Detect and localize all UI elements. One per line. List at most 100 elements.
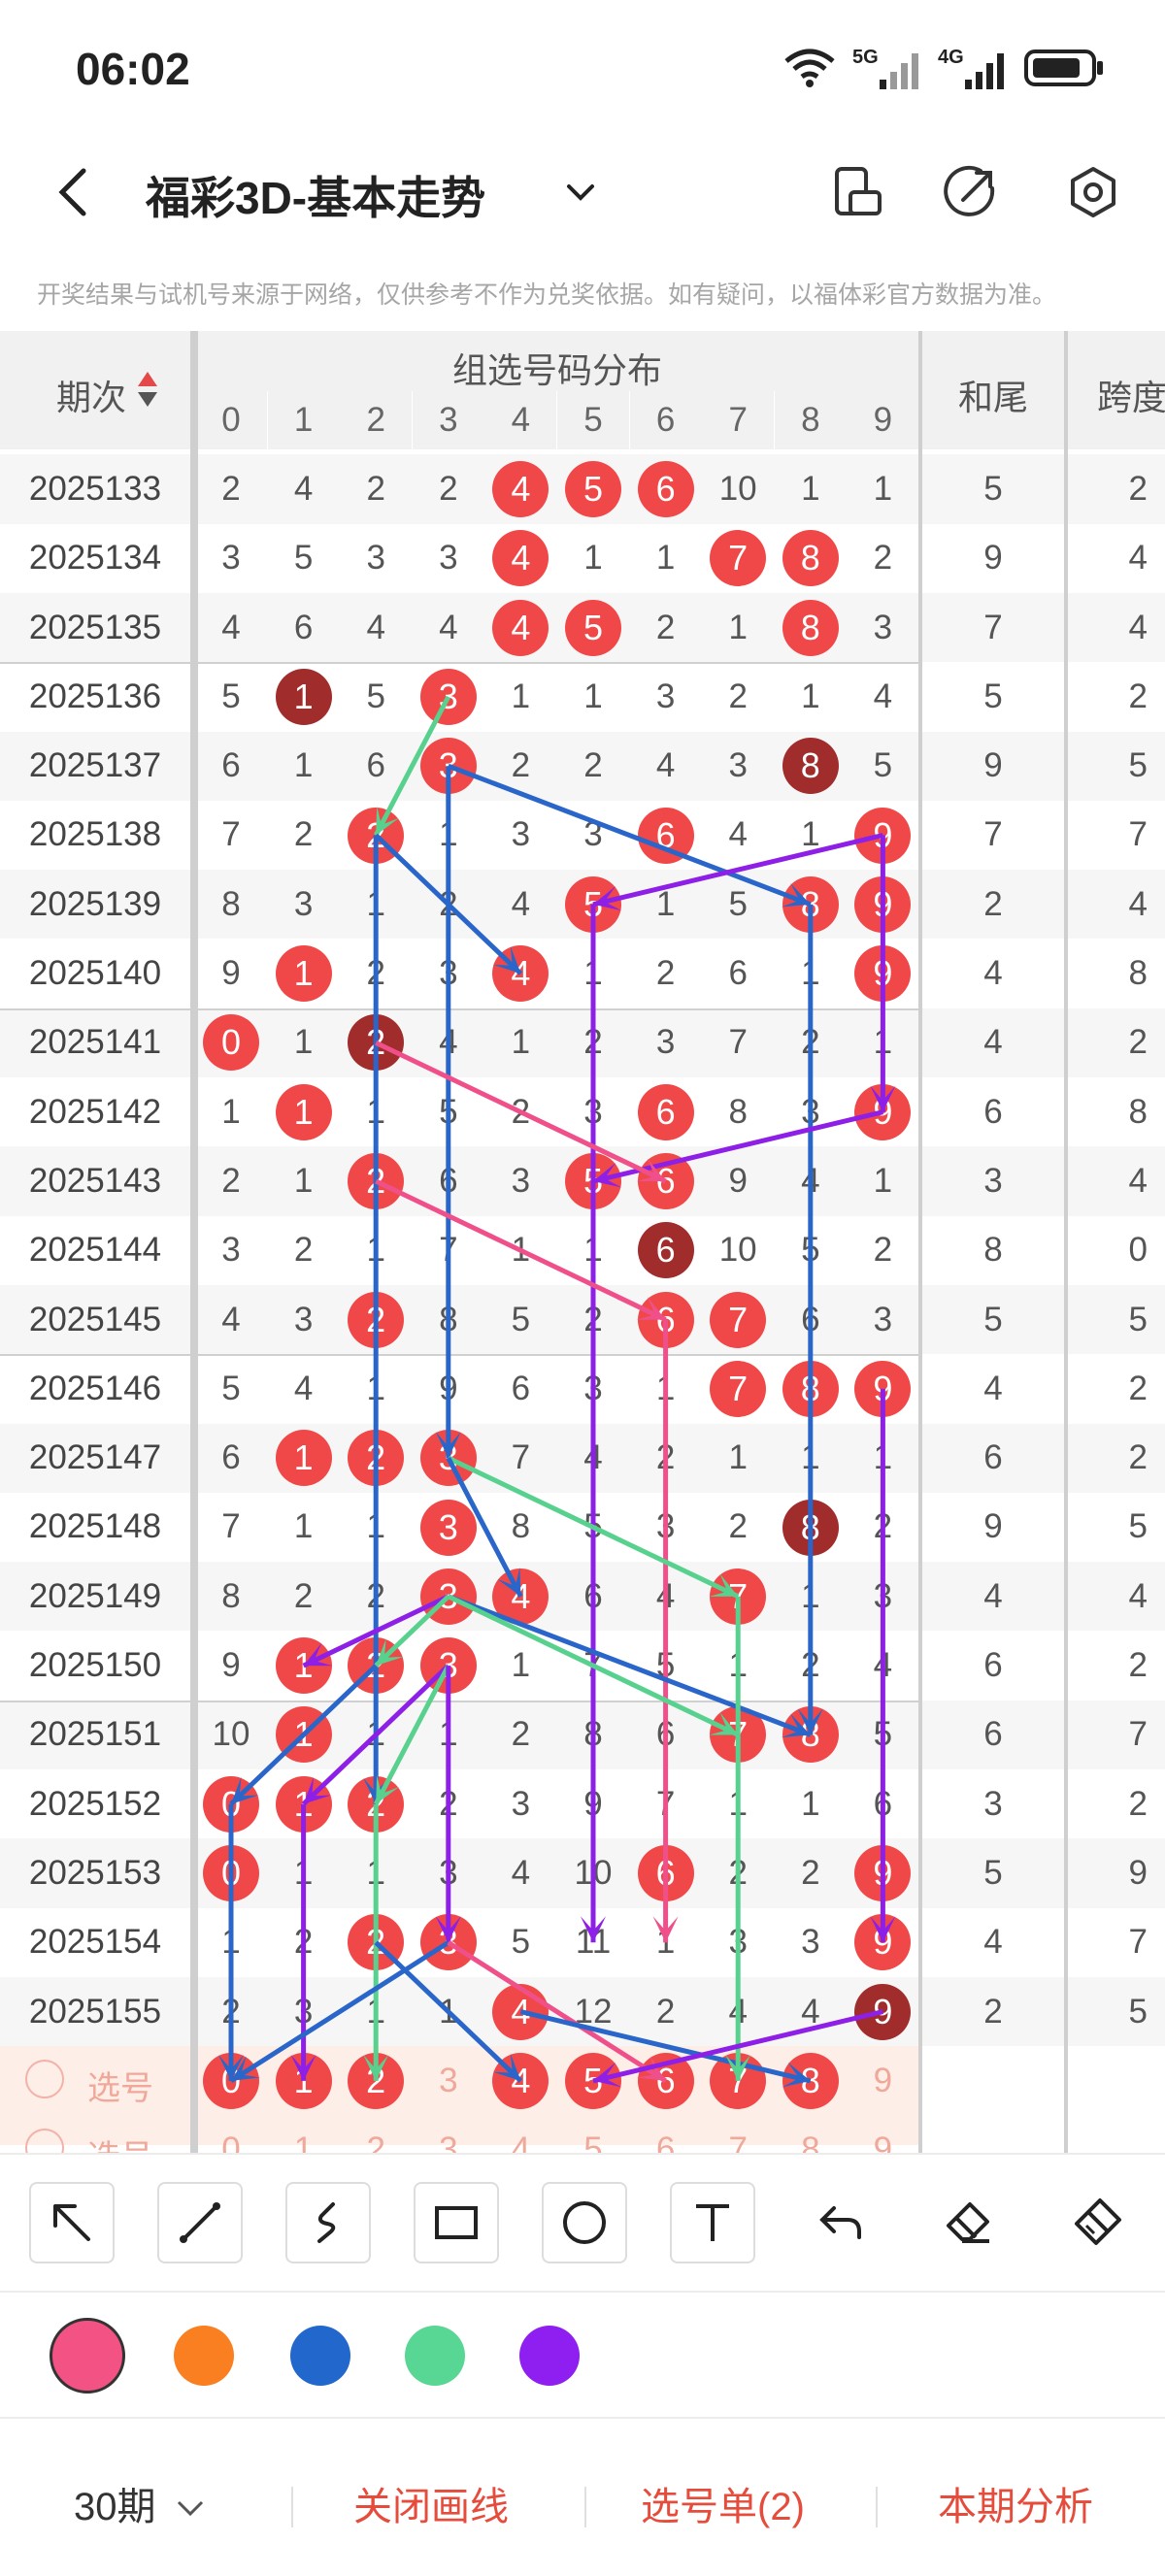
curve-tool-button[interactable] <box>285 2182 371 2263</box>
omission-value: 3 <box>293 1300 314 1338</box>
select-number[interactable]: 0 <box>203 2052 259 2109</box>
span-value: 7 <box>1128 1923 1148 1962</box>
sum-tail-value: 4 <box>983 1369 1003 1407</box>
select-number[interactable]: 7 <box>710 2052 767 2109</box>
omission-value: 1 <box>366 1092 385 1131</box>
select-number[interactable]: 4 <box>492 2052 549 2109</box>
omission-value: 5 <box>221 1369 241 1407</box>
color-swatch[interactable] <box>50 2318 125 2394</box>
sum-tail-value: 4 <box>983 954 1003 993</box>
sum-tail-value: 9 <box>983 746 1003 785</box>
group-header-cell: 组选号码分布 <box>196 331 918 391</box>
hit-ball: 8 <box>782 1706 839 1764</box>
issue-number: 2025135 <box>28 608 162 646</box>
issue-number: 2025144 <box>28 1231 162 1270</box>
sum-tail-value: 9 <box>983 1507 1003 1546</box>
select-number[interactable]: 2 <box>348 2052 405 2109</box>
span-header: 跨度 <box>1097 378 1165 417</box>
arrow-tool-icon <box>53 2204 90 2241</box>
hit-ball: 1 <box>275 1775 332 1833</box>
hit-ball: 1 <box>275 1637 332 1695</box>
omission-value: 3 <box>293 884 314 923</box>
select-number[interactable]: 8 <box>782 2052 839 2109</box>
hit-ball: 1 <box>275 945 332 1003</box>
color-swatch[interactable] <box>290 2326 350 2386</box>
issue-number: 2025141 <box>28 1023 162 1062</box>
omission-value: 1 <box>511 1646 531 1685</box>
omission-value: 1 <box>728 608 748 646</box>
select-number[interactable]: 6 <box>637 2052 694 2109</box>
issue-number: 2025151 <box>28 1715 162 1754</box>
sort-icon[interactable] <box>136 370 159 409</box>
select-number[interactable]: 3 <box>439 2061 458 2099</box>
hit-ball: 5 <box>565 875 621 933</box>
arrow-tool-button[interactable] <box>29 2182 115 2263</box>
chevron-down-icon[interactable] <box>563 175 598 210</box>
analysis-button[interactable]: 本期分析 <box>938 2486 1093 2528</box>
pick-list-button[interactable]: 选号单(2) <box>641 2486 805 2528</box>
omission-value: 6 <box>728 954 748 993</box>
table-row: 2025155 <box>0 1977 1165 2046</box>
omission-value: 10 <box>574 1853 613 1892</box>
omission-value: 2 <box>655 1438 676 1477</box>
settings-icon[interactable] <box>1064 163 1122 221</box>
omission-value: 1 <box>511 1023 531 1062</box>
issue-number: 2025134 <box>28 539 162 578</box>
hit-ball: 4 <box>492 461 549 517</box>
color-swatch[interactable] <box>405 2326 465 2386</box>
hit-ball: 1 <box>275 1706 332 1764</box>
rotate-screen-icon[interactable] <box>827 163 885 221</box>
color-swatch[interactable] <box>519 2326 580 2386</box>
period-select[interactable]: 30期 <box>74 2475 208 2531</box>
table-row: 2025149 <box>0 1562 1165 1631</box>
omission-value: 3 <box>511 815 531 854</box>
column-divider <box>918 331 922 2153</box>
back-arrow-icon[interactable] <box>47 163 105 221</box>
hit-ball: 7 <box>710 1568 767 1625</box>
omission-value: 1 <box>583 1231 603 1270</box>
omission-value: 8 <box>728 1092 748 1131</box>
select-number[interactable]: 5 <box>565 2052 621 2109</box>
rectangle-tool-button[interactable] <box>414 2182 499 2263</box>
select-number[interactable]: 1 <box>275 2052 332 2109</box>
sum-tail-value: 2 <box>983 1992 1003 2031</box>
hit-ball: 6 <box>637 1291 694 1348</box>
table-row: 2025135 <box>0 593 1165 662</box>
circle-tool-button[interactable] <box>542 2182 627 2263</box>
omission-value: 5 <box>583 1507 603 1546</box>
share-icon[interactable] <box>942 163 1000 221</box>
span-value: 4 <box>1128 884 1148 923</box>
digit-header-3: 3 <box>412 391 484 449</box>
color-swatch[interactable] <box>174 2326 234 2386</box>
table-row: 2025154 <box>0 1908 1165 1977</box>
omission-value: 1 <box>366 1507 385 1546</box>
sum-tail-value: 5 <box>983 1853 1003 1892</box>
issue-number: 2025133 <box>28 469 162 508</box>
page-title[interactable]: 福彩3D-基本走势 <box>146 173 486 223</box>
span-header-cell: 跨度 <box>1068 331 1165 449</box>
span-value: 4 <box>1128 1576 1148 1615</box>
hit-ball: 9 <box>854 875 912 933</box>
status-icons: 5G 4G <box>782 47 1107 89</box>
omission-value: 7 <box>655 1784 676 1823</box>
table-row: 2025136 <box>0 662 1165 731</box>
omission-value: 2 <box>655 608 676 646</box>
hit-ball: 4 <box>492 599 549 656</box>
select-number[interactable]: 9 <box>873 2061 893 2099</box>
omission-value: 2 <box>439 884 458 923</box>
issue-number: 2025143 <box>28 1161 162 1200</box>
omission-value: 2 <box>801 1853 820 1892</box>
text-tool-button[interactable] <box>670 2182 755 2263</box>
hit-ball: 3 <box>419 1637 477 1695</box>
signal-4g-label: 4G <box>938 47 964 68</box>
undo-button[interactable] <box>798 2182 883 2263</box>
clear-all-button[interactable] <box>1054 2182 1140 2263</box>
line-tool-button[interactable] <box>157 2182 243 2263</box>
digit-header-4: 4 <box>484 391 557 449</box>
sum-tail-value: 6 <box>983 1438 1003 1477</box>
hit-ball: 6 <box>637 1153 694 1209</box>
issue-header-cell: 期次 <box>0 331 190 449</box>
eraser-button[interactable] <box>926 2182 1012 2263</box>
select-radio[interactable] <box>25 2059 64 2098</box>
close-lines-button[interactable]: 关闭画线 <box>353 2486 509 2528</box>
